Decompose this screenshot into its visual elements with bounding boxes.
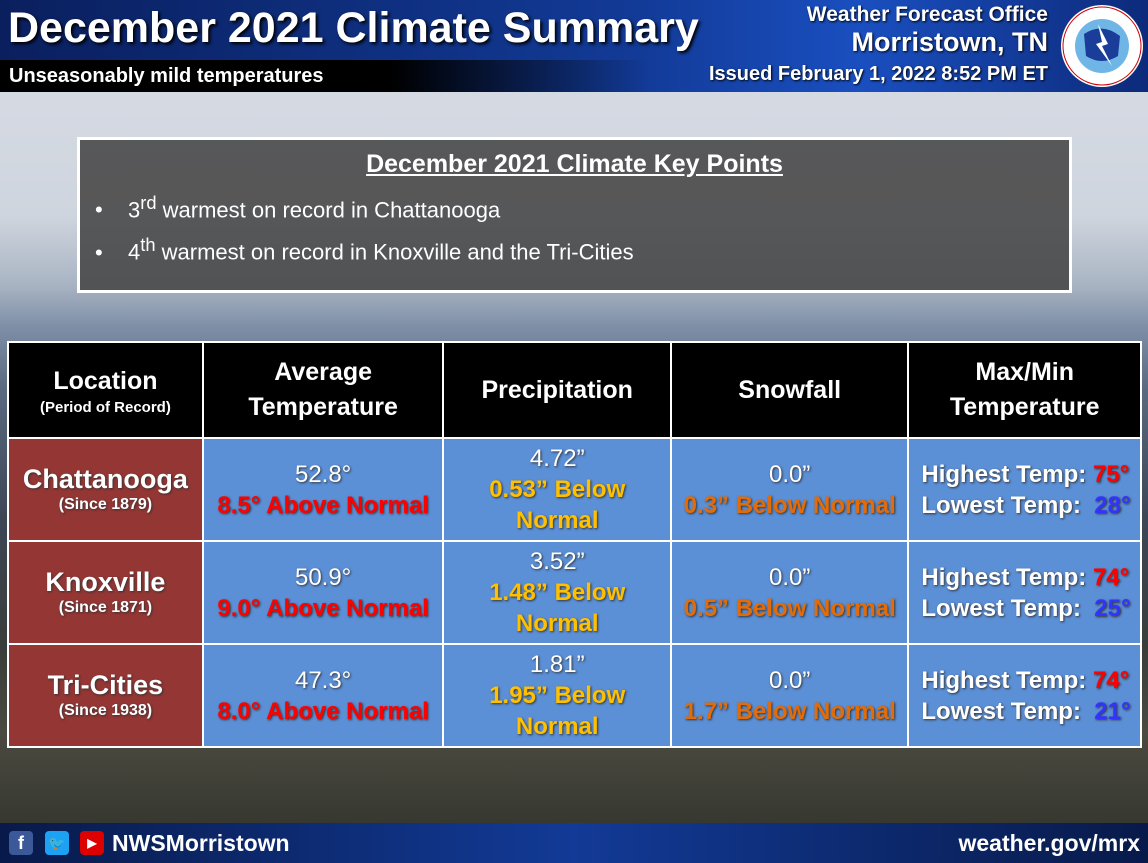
subtitle-band: Unseasonably mild temperatures (0, 60, 650, 92)
maxmin-cell: Highest Temp: 74° Lowest Temp: 21° (907, 643, 1142, 748)
snowfall-cell: 0.0” 0.3” Below Normal (670, 437, 910, 542)
twitter-icon[interactable]: 🐦 (45, 831, 69, 855)
page-title: December 2021 Climate Summary (8, 4, 699, 52)
footer: f 🐦 ▶ NWSMorristown weather.gov/mrx (0, 823, 1148, 863)
precip-cell: 1.81” 1.95” Below Normal (442, 643, 673, 748)
header-banner: December 2021 Climate Summary Unseasonab… (0, 0, 1148, 92)
header-avg-temp: Average Temperature (201, 341, 445, 439)
key-point-item: 4th warmest on record in Knoxville and t… (95, 227, 1069, 269)
header-snowfall: Snowfall (670, 341, 910, 439)
location-cell: Knoxville (Since 1871) (7, 540, 204, 645)
key-point-item: 3rd warmest on record in Chattanooga (95, 185, 1069, 227)
header-precip: Precipitation (442, 341, 673, 439)
snowfall-cell: 0.0” 0.5” Below Normal (670, 540, 910, 645)
climate-table: Location (Period of Record) Average Temper… (7, 341, 1142, 748)
office-name: Weather Forecast Office Morristown, TN (807, 3, 1048, 58)
header-location: Location (Period of Record) (7, 341, 204, 439)
precip-cell: 3.52” 1.48” Below Normal (442, 540, 673, 645)
table-row: Chattanooga (Since 1879) 52.8° 8.5° Above … (7, 437, 1142, 542)
key-points-title: December 2021 Climate Key Points (366, 150, 783, 178)
key-points-box: December 2021 Climate Key Points 3rd war… (77, 137, 1072, 293)
facebook-icon[interactable]: f (9, 831, 33, 855)
youtube-icon[interactable]: ▶ (80, 831, 104, 855)
avg-temp-cell: 52.8° 8.5° Above Normal (201, 437, 445, 542)
location-cell: Tri-Cities (Since 1938) (7, 643, 204, 748)
website-link[interactable]: weather.gov/mrx (958, 830, 1140, 856)
office-line1: Weather Forecast Office (806, 3, 1048, 26)
nws-logo-icon (1061, 5, 1143, 87)
location-cell: Chattanooga (Since 1879) (7, 437, 204, 542)
precip-cell: 4.72” 0.53” Below Normal (442, 437, 673, 542)
social-handle[interactable]: NWSMorristown (112, 830, 290, 856)
office-line2: Morristown, TN (851, 27, 1049, 57)
subtitle: Unseasonably mild temperatures (9, 65, 324, 87)
issued-date: Issued February 1, 2022 8:52 PM ET (708, 63, 1048, 85)
snowfall-cell: 0.0” 1.7” Below Normal (670, 643, 910, 748)
avg-temp-cell: 50.9° 9.0° Above Normal (201, 540, 445, 645)
maxmin-cell: Highest Temp: 74° Lowest Temp: 25° (907, 540, 1142, 645)
table-row: Knoxville (Since 1871) 50.9° 9.0° Above No… (7, 540, 1142, 645)
avg-temp-cell: 47.3° 8.0° Above Normal (201, 643, 445, 748)
header-maxmin: Max/Min Temperature (907, 341, 1142, 439)
table-row: Tri-Cities (Since 1938) 47.3° 8.0° Above N… (7, 643, 1142, 748)
table-header-row: Location (Period of Record) Average Temper… (7, 341, 1142, 439)
maxmin-cell: Highest Temp: 75° Lowest Temp: 28° (907, 437, 1142, 542)
